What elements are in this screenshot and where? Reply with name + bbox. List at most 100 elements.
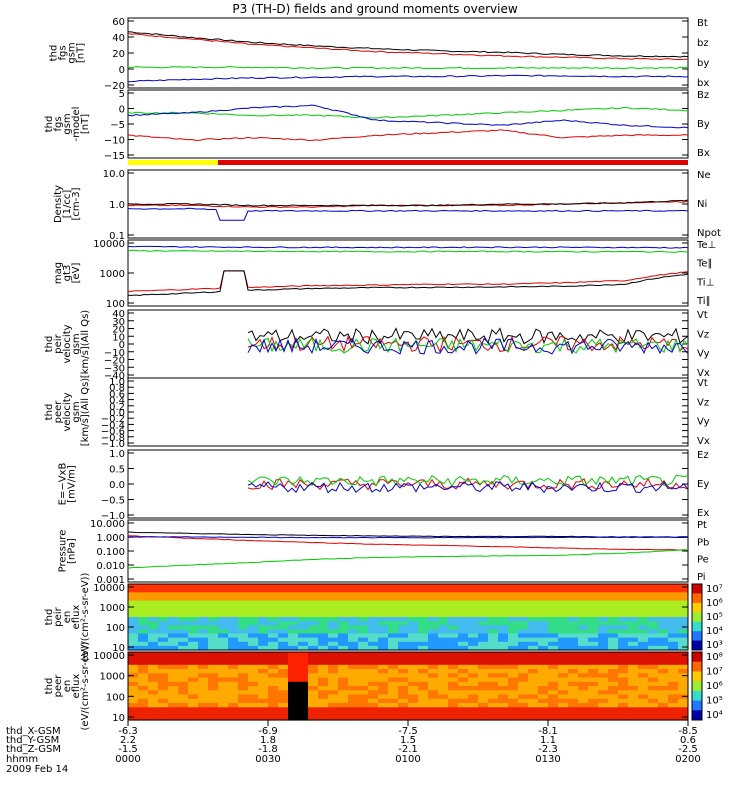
heatmap-cell xyxy=(268,686,279,691)
heatmap-cell xyxy=(588,637,599,643)
heatmap-cell xyxy=(208,604,219,610)
heatmap-cell xyxy=(648,588,659,593)
heatmap-cell xyxy=(678,703,689,708)
y-tick-label: 0.0 xyxy=(109,480,125,491)
heatmap-cell xyxy=(338,652,349,657)
heatmap-cell xyxy=(468,707,479,713)
heatmap-cell xyxy=(138,617,149,622)
heatmap-cell xyxy=(608,677,619,683)
heatmap-cell xyxy=(298,690,309,696)
heatmap-cell xyxy=(198,633,209,639)
heatmap-cell xyxy=(248,664,259,670)
heatmap-cell xyxy=(258,625,269,630)
heatmap-cell xyxy=(538,652,549,657)
heatmap-cell xyxy=(288,656,299,662)
heatmap-cell xyxy=(608,686,619,691)
heatmap-cell xyxy=(428,669,439,674)
y-tick-label: 20 xyxy=(112,49,125,60)
heatmap-cell xyxy=(428,641,439,647)
heatmap-cell xyxy=(558,656,569,662)
heatmap-cell xyxy=(638,592,649,597)
heatmap-cell xyxy=(668,698,679,704)
heatmap-cell xyxy=(268,669,279,674)
heatmap-cell xyxy=(258,617,269,622)
x-row-label-4: 2009 Feb 14 xyxy=(6,764,68,775)
heatmap-cell xyxy=(408,715,419,721)
heatmap-cell xyxy=(468,629,479,634)
heatmap-cell xyxy=(578,584,589,589)
heatmap-cell xyxy=(378,690,389,696)
heatmap-cell xyxy=(158,637,169,643)
heatmap-cell xyxy=(378,617,389,622)
y-axis-label: Pressure xyxy=(58,530,69,573)
heatmap-cell xyxy=(348,711,359,717)
heatmap-cell xyxy=(648,596,659,601)
heatmap-cell xyxy=(538,664,549,670)
y-tick-label: 1000 xyxy=(100,603,125,614)
heatmap-cell xyxy=(628,715,639,721)
heatmap-cell xyxy=(398,641,409,647)
heatmap-cell xyxy=(278,673,289,679)
heatmap-cell xyxy=(498,669,509,674)
heatmap-cell xyxy=(308,592,319,597)
heatmap-cell xyxy=(328,633,339,639)
heatmap-cell xyxy=(418,596,429,601)
heatmap-cell xyxy=(478,652,489,657)
series-line-te⊥ xyxy=(127,270,689,293)
y-axis-label: E=−VxB xyxy=(58,463,69,506)
colorbar-segment xyxy=(692,700,702,711)
heatmap-cell xyxy=(478,660,489,666)
heatmap-cell xyxy=(608,656,619,662)
heatmap-cell xyxy=(218,711,229,717)
heatmap-cell xyxy=(248,690,259,696)
time-value: 0100 xyxy=(395,754,420,765)
heatmap-cell xyxy=(158,596,169,601)
heatmap-cell xyxy=(488,681,499,687)
heatmap-cell xyxy=(148,669,159,674)
heatmap-cell xyxy=(208,584,219,589)
heatmap-cell xyxy=(168,660,179,666)
heatmap-cell xyxy=(288,711,299,717)
heatmap-cell xyxy=(458,612,469,618)
heatmap-cell xyxy=(288,625,299,630)
heatmap-cell xyxy=(368,641,379,647)
heatmap-cell xyxy=(618,600,629,606)
heatmap-cell xyxy=(518,604,529,610)
heatmap-cell xyxy=(338,707,349,713)
heatmap-cell xyxy=(468,652,479,657)
heatmap-cell xyxy=(378,686,389,691)
heatmap-cell xyxy=(248,592,259,597)
heatmap-cell xyxy=(128,656,139,662)
heatmap-cell xyxy=(498,652,509,657)
heatmap-cell xyxy=(398,690,409,696)
heatmap-cell xyxy=(628,656,639,662)
heatmap-cell xyxy=(418,608,429,614)
heatmap-cell xyxy=(648,677,659,683)
heatmap-cell xyxy=(488,637,499,643)
heatmap-cell xyxy=(188,617,199,622)
heatmap-cell xyxy=(438,608,449,614)
heatmap-cell xyxy=(518,707,529,713)
heatmap-cell xyxy=(478,596,489,601)
heatmap-cell xyxy=(458,600,469,606)
heatmap-cell xyxy=(668,703,679,708)
heatmap-cell xyxy=(418,641,429,647)
heatmap-cell xyxy=(548,711,559,717)
heatmap-cell xyxy=(678,664,689,670)
heatmap-cell xyxy=(458,669,469,674)
heatmap-cell xyxy=(488,664,499,670)
heatmap-cell xyxy=(198,677,209,683)
heatmap-cell xyxy=(628,669,639,674)
heatmap-cell xyxy=(348,703,359,708)
series-line-pi xyxy=(128,536,689,539)
y-tick-label: −0.6 xyxy=(101,427,125,438)
heatmap-cell xyxy=(208,715,219,721)
heatmap-cell xyxy=(568,604,579,610)
heatmap-cell xyxy=(468,637,479,643)
heatmap-cell xyxy=(558,588,569,593)
heatmap-cell xyxy=(248,641,259,647)
heatmap-cell xyxy=(678,694,689,700)
heatmap-cell xyxy=(338,703,349,708)
mode-bar-slow xyxy=(128,160,218,165)
heatmap-cell xyxy=(498,600,509,606)
